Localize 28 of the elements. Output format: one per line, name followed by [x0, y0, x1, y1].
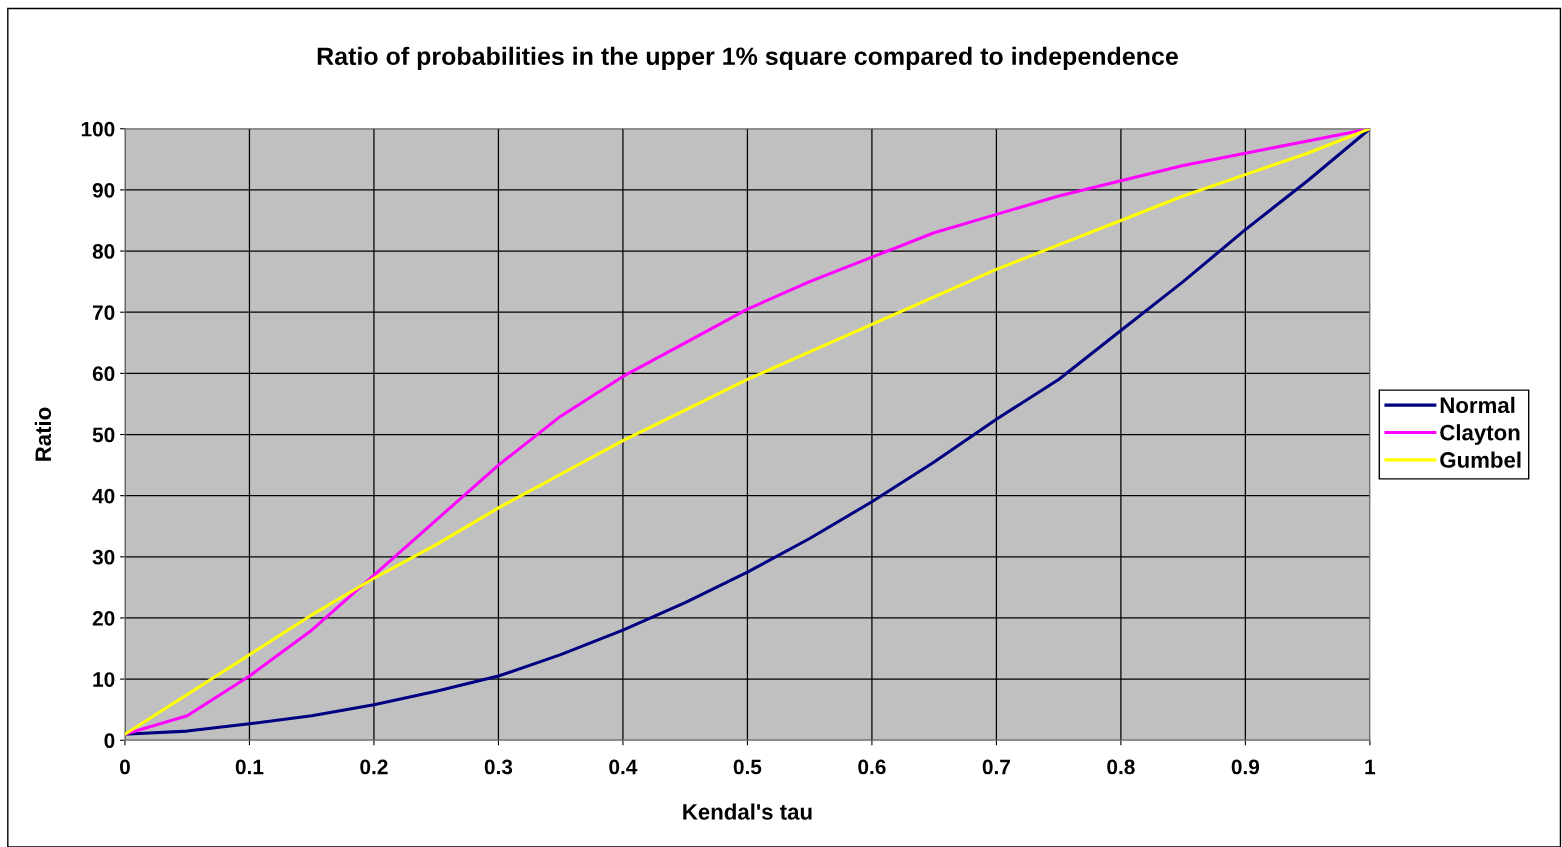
y-axis-title: Ratio	[34, 407, 52, 461]
y-tick-label: 60	[92, 366, 115, 382]
y-tick-label: 90	[92, 182, 115, 198]
legend-label: Clayton	[1440, 424, 1520, 445]
legend-label: Normal	[1440, 396, 1515, 414]
y-tick-label: 10	[93, 672, 115, 687]
x-tick-label: 0.3	[484, 759, 513, 775]
y-tick-label: 80	[92, 244, 115, 259]
x-tick-label: 0.6	[858, 759, 886, 775]
x-tick-label: 0.2	[360, 759, 388, 775]
chart-title: Ratio of probabilities in the upper 1% square compared to independence	[317, 46, 1178, 71]
x-tick-label: 0.5	[733, 759, 762, 775]
y-tick-label: 20	[92, 610, 115, 626]
y-tick-label: 100	[81, 121, 115, 137]
x-tick-label: 0.1	[235, 759, 264, 775]
x-tick-label: 0.8	[1107, 759, 1135, 775]
y-tick-label: 30	[92, 549, 115, 565]
x-tick-label: 1	[1365, 759, 1376, 775]
y-tick-label: 0	[104, 733, 115, 749]
x-tick-label: 0.9	[1231, 759, 1260, 775]
y-tick-label: 40	[92, 488, 115, 504]
y-tick-label: 70	[92, 305, 115, 320]
x-tick-label: 0	[119, 759, 130, 775]
x-tick-label: 0.4	[609, 759, 638, 775]
legend-label: Gumbel	[1440, 451, 1521, 468]
x-tick-label: 0.7	[982, 759, 1010, 775]
y-tick-label: 50	[92, 427, 115, 443]
x-axis-title: Kendal's tau	[683, 803, 812, 820]
